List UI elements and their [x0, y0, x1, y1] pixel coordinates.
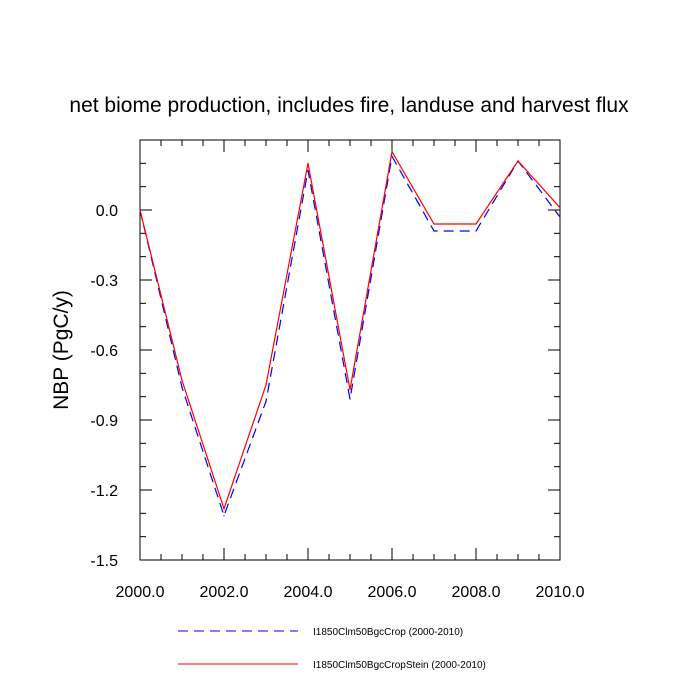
y-tick-label: -1.2 — [90, 483, 118, 500]
y-tick-label: -0.3 — [90, 273, 118, 290]
series-2-point — [181, 379, 183, 381]
series-2-point — [475, 223, 477, 225]
series-1-point — [349, 398, 351, 400]
series-1-point — [307, 169, 309, 171]
y-tick-label: -0.9 — [90, 413, 118, 430]
chart-title: net biome production, includes fire, lan… — [69, 94, 629, 117]
y-tick-label: 0.0 — [96, 203, 118, 220]
series-lines — [139, 149, 561, 518]
x-tick-label: 2006.0 — [368, 584, 417, 601]
series-line-1 — [139, 154, 561, 518]
x-tick-label: 2008.0 — [452, 584, 501, 601]
x-tick-label: 2002.0 — [200, 584, 249, 601]
series-1-point — [181, 386, 183, 388]
y-tick-label: -1.5 — [90, 553, 118, 570]
series-2-point — [223, 508, 225, 510]
x-tick-label: 2010.0 — [536, 584, 585, 601]
series-1-point — [223, 515, 225, 517]
series-1-point — [433, 230, 435, 232]
tick-labels: 2000.0 2002.0 2004.0 2006.0 2008.0 2010.0 0.0 -… — [90, 203, 584, 601]
legend-label-1: I1850Clm50BgcCrop (2000-2010) — [313, 627, 463, 638]
series-1-point — [475, 230, 477, 232]
series-2-point — [139, 209, 141, 211]
series-2-point — [433, 223, 435, 225]
y-tick-label: -0.6 — [90, 343, 118, 360]
legend: I1850Clm50BgcCrop (2000-2010) I1850Clm50B… — [178, 627, 486, 671]
x-tick-label: 2000.0 — [116, 584, 165, 601]
x-tick-label: 2004.0 — [284, 584, 333, 601]
series-2-point — [265, 384, 267, 386]
axis-ticks — [139, 139, 561, 561]
series-2-point — [391, 151, 393, 153]
series-line-2 — [139, 149, 561, 511]
series-1-point — [265, 400, 267, 402]
series-2-point — [307, 162, 309, 164]
series-1-point — [559, 216, 561, 218]
legend-label-2: I1850Clm50BgcCropStein (2000-2010) — [313, 660, 486, 671]
plot-frame — [139, 139, 561, 561]
series-2-point — [517, 160, 519, 162]
series-2-point — [349, 389, 351, 391]
series-2-point — [559, 207, 561, 209]
y-axis-label: NBP (PgC/y) — [50, 290, 73, 410]
